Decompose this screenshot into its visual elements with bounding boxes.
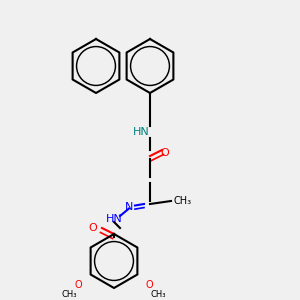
Text: O: O <box>88 223 98 233</box>
Text: O: O <box>146 280 153 290</box>
Text: CH₃: CH₃ <box>174 196 192 206</box>
Text: CH₃: CH₃ <box>151 290 166 299</box>
Text: HN: HN <box>106 214 122 224</box>
Text: O: O <box>160 148 169 158</box>
Text: CH₃: CH₃ <box>62 290 77 299</box>
Text: HN: HN <box>133 127 149 137</box>
Text: N: N <box>125 202 133 212</box>
Text: O: O <box>75 280 83 290</box>
